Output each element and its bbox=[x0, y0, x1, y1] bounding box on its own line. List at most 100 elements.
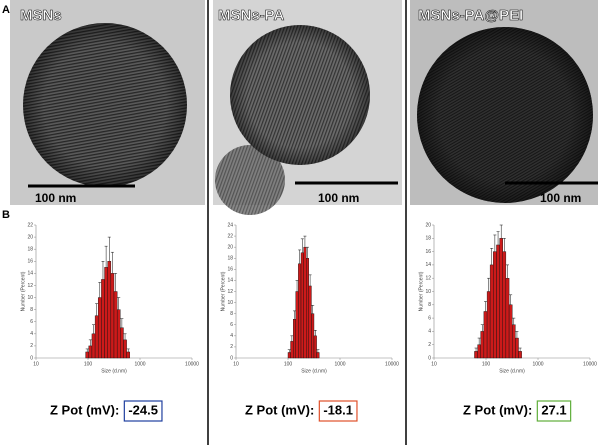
zeta-box bbox=[536, 400, 572, 422]
x-axis-label: Size (d.nm) bbox=[301, 368, 327, 374]
x-tick-label: 100 bbox=[84, 361, 93, 367]
x-tick-label: 100 bbox=[482, 361, 491, 367]
error-bar bbox=[98, 282, 102, 298]
error-bar bbox=[92, 324, 96, 334]
y-tick-label: 6 bbox=[428, 315, 431, 321]
scale-label: 100 nm bbox=[540, 191, 581, 205]
bar bbox=[486, 291, 491, 359]
y-tick-label: 20 bbox=[227, 244, 233, 250]
x-tick-label: 1000 bbox=[334, 361, 345, 367]
scale-label: 100 nm bbox=[318, 191, 359, 205]
bar bbox=[505, 278, 510, 359]
bar bbox=[508, 304, 513, 359]
zeta-label: Z Pot (mV): bbox=[463, 402, 532, 417]
bar bbox=[303, 246, 307, 359]
x-tick-label: 100 bbox=[284, 361, 293, 367]
error-bar bbox=[110, 251, 114, 274]
error-bar bbox=[499, 224, 503, 239]
bar bbox=[120, 327, 124, 359]
y-tick-label: 2 bbox=[30, 343, 33, 349]
bar bbox=[502, 251, 507, 359]
bar bbox=[477, 344, 481, 359]
error-bar bbox=[104, 245, 108, 268]
error-bar bbox=[85, 348, 89, 352]
y-axis-label: Number (Percent) bbox=[418, 271, 424, 311]
x-axis-label: Size (d.nm) bbox=[499, 368, 525, 374]
y-tick-label: 20 bbox=[27, 234, 33, 240]
bar bbox=[104, 267, 108, 359]
bar bbox=[113, 291, 118, 359]
y-tick-label: 14 bbox=[227, 278, 233, 284]
image-label: MSNs-PA@PEI bbox=[418, 7, 523, 24]
error-bar bbox=[308, 274, 312, 286]
bar bbox=[85, 351, 89, 359]
y-tick-label: 16 bbox=[227, 267, 233, 273]
bar bbox=[287, 352, 291, 359]
y-axis-label: Number (Percent) bbox=[20, 271, 26, 311]
bar bbox=[489, 264, 494, 359]
bar bbox=[518, 351, 522, 359]
bar bbox=[496, 244, 500, 359]
error-bar bbox=[123, 333, 127, 340]
bar bbox=[293, 319, 296, 359]
error-bar bbox=[290, 335, 294, 342]
y-tick-label: 8 bbox=[30, 307, 33, 313]
y-tick-label: 12 bbox=[425, 276, 431, 282]
zeta-box bbox=[318, 400, 358, 422]
y-tick-label: 2 bbox=[428, 342, 431, 348]
error-bar bbox=[292, 310, 296, 320]
error-bar bbox=[483, 301, 487, 312]
x-axis-label: Size (d.nm) bbox=[101, 368, 127, 374]
y-tick-label: 14 bbox=[27, 271, 33, 277]
y-tick-label: 22 bbox=[227, 233, 233, 239]
x-tick-label: 10000 bbox=[385, 361, 399, 367]
error-bar bbox=[502, 238, 506, 252]
error-bar bbox=[300, 238, 304, 253]
x-tick-label: 10000 bbox=[583, 361, 597, 367]
y-tick-label: 4 bbox=[230, 333, 233, 339]
bar bbox=[474, 351, 478, 359]
x-tick-label: 10 bbox=[431, 361, 437, 367]
y-tick-label: 8 bbox=[428, 302, 431, 308]
y-tick-label: 20 bbox=[425, 222, 431, 228]
error-bar bbox=[101, 261, 105, 280]
error-bar bbox=[490, 248, 494, 265]
panel-label: A bbox=[2, 4, 10, 16]
error-bar bbox=[88, 339, 92, 346]
y-tick-label: 12 bbox=[227, 289, 233, 295]
bar bbox=[483, 311, 488, 359]
error-bar bbox=[311, 305, 315, 314]
bar bbox=[480, 331, 485, 359]
y-tick-label: 12 bbox=[27, 283, 33, 289]
bar bbox=[511, 324, 516, 359]
y-tick-label: 6 bbox=[30, 319, 33, 325]
y-tick-label: 10 bbox=[27, 295, 33, 301]
error-bar bbox=[477, 337, 481, 345]
error-bar bbox=[305, 246, 309, 259]
y-tick-label: 22 bbox=[27, 222, 33, 228]
image-label: MSNs-PA bbox=[218, 7, 285, 24]
particle-edge bbox=[23, 23, 187, 187]
y-tick-label: 18 bbox=[227, 256, 233, 262]
particle-edge bbox=[417, 27, 593, 203]
scale-label: 100 nm bbox=[35, 191, 76, 205]
bar bbox=[290, 341, 294, 359]
bar bbox=[123, 339, 127, 359]
y-tick-label: 4 bbox=[428, 329, 431, 335]
y-tick-label: 16 bbox=[425, 249, 431, 255]
zeta-label: Z Pot (mV): bbox=[50, 402, 119, 417]
y-tick-label: 0 bbox=[428, 355, 431, 361]
y-tick-label: 2 bbox=[230, 344, 233, 350]
y-tick-label: 10 bbox=[425, 289, 431, 295]
bar bbox=[300, 252, 304, 359]
bar bbox=[94, 315, 99, 359]
x-tick-label: 1000 bbox=[134, 361, 145, 367]
y-tick-label: 14 bbox=[425, 262, 431, 268]
y-tick-label: 8 bbox=[230, 311, 233, 317]
error-bar bbox=[474, 347, 478, 352]
bar bbox=[101, 279, 105, 359]
bar bbox=[308, 285, 312, 359]
zeta-box bbox=[123, 400, 163, 422]
bar bbox=[110, 273, 115, 359]
error-bar bbox=[117, 297, 121, 310]
